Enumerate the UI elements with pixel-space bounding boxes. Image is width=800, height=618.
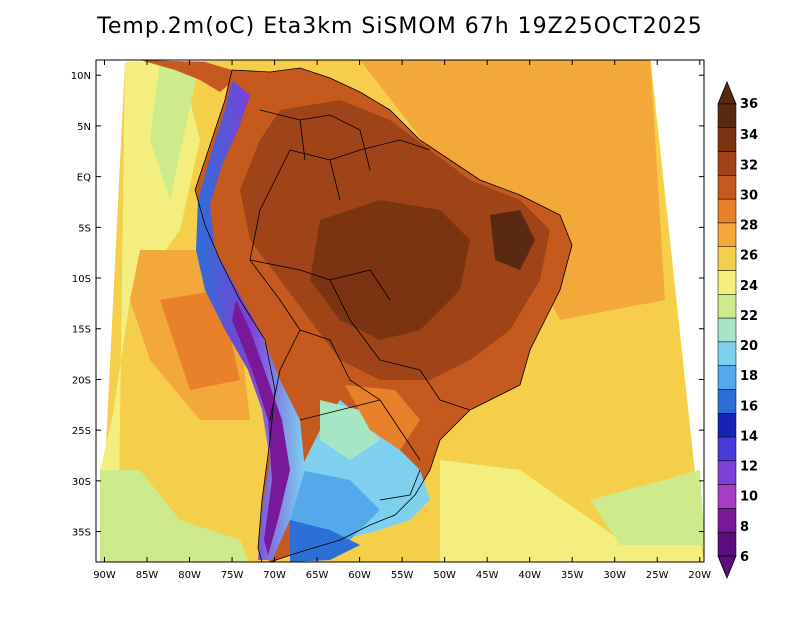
andes-coldest: [232, 300, 290, 555]
colorbar-segment: [717, 436, 737, 462]
border-uruguay: [379, 469, 421, 501]
colorbar-segment: [717, 175, 737, 200]
colorbar-segment: [717, 341, 737, 366]
colorbar-label: 20: [740, 339, 758, 354]
colorbar-segment: [717, 151, 737, 176]
atlantic-warm-zone: [360, 60, 665, 320]
lon-tick-label: 85W: [136, 570, 159, 581]
colorbar-segment: [717, 531, 737, 557]
colorbar-segment: [717, 246, 737, 271]
lon-tick-label: 75W: [221, 570, 244, 581]
colorbar-label: 28: [740, 219, 758, 234]
colorbar-label: 18: [740, 369, 758, 384]
lon-tick-label: 30W: [603, 570, 626, 581]
lat-tick-label: 5S: [78, 223, 91, 234]
lon-tick-label: 65W: [306, 570, 329, 581]
lon-tick-label: 80W: [178, 570, 201, 581]
colorbar-segment: [717, 294, 737, 319]
lon-tick-label: 50W: [433, 570, 456, 581]
colorbar-segment: [717, 270, 737, 295]
south-pacific-cool: [100, 470, 249, 562]
colorbar-label: 34: [740, 128, 758, 143]
colorbar-label: 22: [740, 309, 758, 324]
colorbar-label: 24: [740, 279, 758, 294]
lat-tick-label: 10S: [72, 274, 91, 285]
continent-coastline: [194, 67, 573, 562]
colorbar-segment: [717, 508, 737, 533]
lon-tick-label: 45W: [476, 570, 499, 581]
colorbar-segment: [717, 460, 737, 485]
colorbar-segment: [717, 365, 737, 390]
lat-tick-label: 15S: [72, 325, 91, 336]
central-america-land: [140, 60, 240, 92]
colorbar-segment: [717, 389, 737, 414]
border-peru-bolivia: [249, 259, 351, 421]
colorbar-segment: [717, 317, 737, 343]
chaco-transition: [320, 400, 380, 460]
lon-tick-label: 60W: [348, 570, 371, 581]
colorbar-label: 14: [740, 429, 758, 444]
lat-tick-label: 20S: [72, 375, 91, 386]
colorbar: 36 34 32 30 28 26 24 22 20 18 16 14 12 10 8 6: [717, 80, 758, 580]
colorbar-segment: [717, 484, 737, 509]
ne-hotspot: [490, 210, 535, 270]
colorbar-segment: [717, 103, 737, 129]
colorbar-segment: [717, 198, 737, 224]
colorbar-min-triangle: [717, 555, 737, 580]
map-title: Temp.2m(oC) Eta3km SiSMOM 67h 19Z25OCT20…: [97, 14, 703, 39]
colorbar-label: 26: [740, 249, 758, 264]
south-atlantic-green: [590, 470, 704, 545]
colorbar-segment: [717, 127, 737, 152]
colorbar-label: 8: [740, 520, 749, 535]
colorbar-segment: [717, 413, 737, 438]
lat-tick-label: 30S: [72, 477, 91, 488]
colorbar-segment: [717, 222, 737, 247]
latitude-axis: 10N 5N EQ 5S 10S 15S 20S 25S 30S 35S: [71, 71, 704, 539]
lon-tick-label: 90W: [93, 570, 116, 581]
paraguay-warm: [345, 385, 420, 450]
border-northern-countries: [259, 109, 371, 171]
interior-hottest: [310, 200, 470, 340]
lat-tick-label: 5N: [77, 122, 91, 133]
temperature-field: [100, 60, 704, 562]
colorbar-label: 6: [740, 550, 749, 565]
pacific-cool-zone: [100, 62, 200, 562]
lat-tick-label: 25S: [72, 426, 91, 437]
border-brazil: [249, 139, 471, 411]
country-borders: [194, 67, 573, 562]
lon-tick-label: 20W: [688, 570, 711, 581]
colorbar-label: 30: [740, 188, 758, 203]
lon-tick-label: 55W: [391, 570, 414, 581]
colorbar-label: 32: [740, 158, 758, 173]
colorbar-label: 16: [740, 399, 758, 414]
colorbar-label: 10: [740, 490, 758, 505]
south-atlantic-cool: [440, 460, 704, 562]
lon-tick-label: 35W: [561, 570, 584, 581]
argentina-cold: [290, 520, 360, 562]
lon-tick-label: 70W: [263, 570, 286, 581]
lon-tick-label: 25W: [646, 570, 669, 581]
lon-tick-label: 40W: [518, 570, 541, 581]
lat-tick-label: EQ: [77, 173, 91, 184]
longitude-axis: 90W 85W 80W 75W 70W 65W 60W 55W 50W 45W 40W 35W 30W 2…: [93, 60, 711, 581]
border-argentina-chile: [299, 379, 421, 461]
colorbar-label: 36: [740, 97, 758, 112]
plot-frame: [95, 59, 705, 563]
colorbar-max-triangle: [717, 80, 737, 105]
colorbar-label: 12: [740, 460, 758, 475]
lat-tick-label: 10N: [71, 71, 91, 82]
pacific-cold-zone: [150, 62, 200, 200]
lat-tick-label: 35S: [72, 528, 91, 539]
